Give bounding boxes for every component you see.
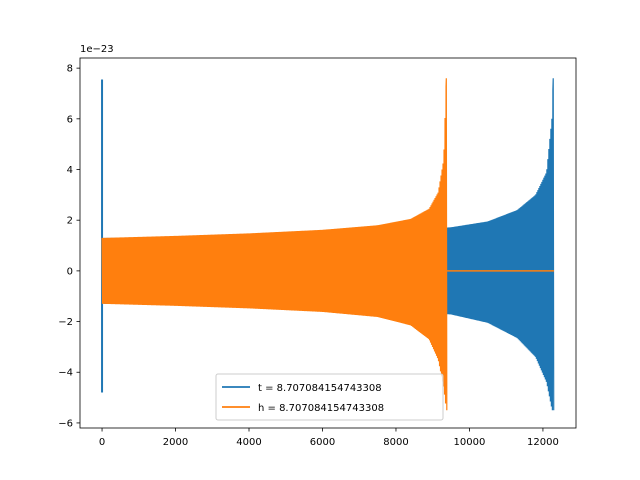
y-tick-label: 4 [67, 165, 73, 176]
y-offset-text: 1e−23 [80, 44, 114, 55]
x-tick-label: 12000 [527, 437, 559, 448]
y-tick-label: 6 [67, 114, 73, 125]
y-tick-label: −2 [58, 317, 73, 328]
x-tick-label: 10000 [454, 437, 486, 448]
axes-frame [79, 57, 577, 429]
x-axis: 0 2000 4000 6000 8000 10000 12000 [99, 428, 559, 448]
x-tick-label: 4000 [236, 437, 261, 448]
plot-area [101, 78, 555, 411]
y-tick-label: 8 [67, 64, 73, 75]
legend-label: h = 8.707084154743308 [258, 403, 384, 414]
legend-label: t = 8.707084154743308 [258, 383, 382, 394]
x-tick-label: 6000 [310, 437, 335, 448]
y-tick-label: 0 [67, 266, 73, 277]
y-tick-label: 2 [67, 216, 73, 227]
x-tick-label: 8000 [383, 437, 408, 448]
series-h [101, 78, 554, 411]
legend-box [215, 373, 444, 421]
x-tick-label: 2000 [163, 437, 188, 448]
legend: t = 8.707084154743308 h = 8.7070841547433… [215, 373, 444, 421]
y-axis: −6 −4 −2 0 2 4 6 8 [58, 64, 80, 429]
y-tick-label: −6 [58, 418, 73, 429]
series-line [101, 78, 448, 411]
x-tick-label: 0 [99, 437, 105, 448]
y-tick-label: −4 [58, 368, 73, 379]
